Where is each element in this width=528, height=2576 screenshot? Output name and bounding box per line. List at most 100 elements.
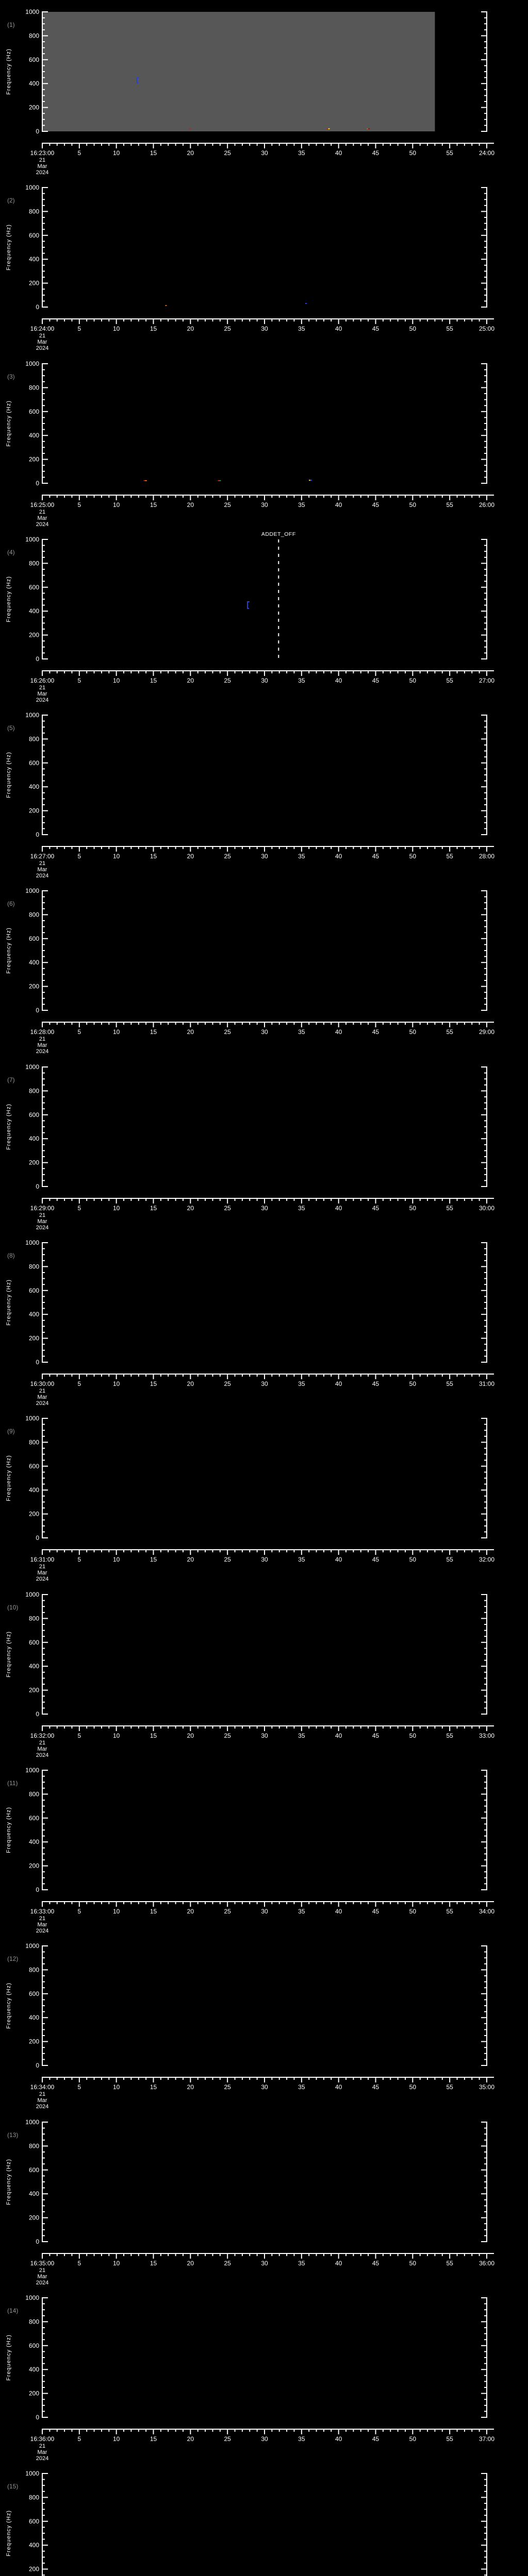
- date-label: 21: [39, 1916, 45, 1922]
- x-tick-label: 25: [224, 325, 231, 332]
- x-tick-label: 50: [409, 1732, 417, 1739]
- date-label: Mar: [38, 2097, 47, 2104]
- event-mark: [368, 128, 370, 129]
- date-label: 21: [39, 509, 45, 515]
- x-tick-label: 40: [335, 1028, 342, 1036]
- x-tick-label: 40: [335, 2435, 342, 2443]
- x-tick-label: 15: [150, 1205, 157, 1212]
- panel-number: (14): [7, 2307, 18, 2314]
- date-label: 2024: [36, 2280, 48, 2286]
- y-tick-label: 400: [29, 783, 39, 790]
- event-mark: [165, 304, 167, 306]
- x-tick-label: 10: [113, 2083, 120, 2091]
- frequency-axis-title: Frequency (Hz): [6, 48, 12, 95]
- x-tick-label: 40: [335, 2260, 342, 2267]
- frequency-axis-title: Frequency (Hz): [6, 400, 12, 447]
- x-tick-label: 30: [261, 1205, 268, 1212]
- spectrogram-panel: 0 200 400 600 800 1000 16:35:00 5 10 15 20 25 30 35 40…: [6, 2119, 494, 2286]
- end-time-label: 28:00: [479, 853, 494, 860]
- x-tick-label: 15: [150, 149, 157, 157]
- y-tick-label: 800: [29, 1615, 39, 1622]
- x-tick-label: 50: [409, 2260, 417, 2267]
- y-tick-label: 200: [29, 2566, 39, 2573]
- y-tick-label: 600: [29, 1287, 39, 1294]
- x-tick-label: 30: [261, 853, 268, 860]
- date-label: 21: [39, 2267, 45, 2274]
- y-tick-label: 800: [29, 208, 39, 215]
- x-tick-label: 35: [298, 1205, 305, 1212]
- x-tick-label: 10: [113, 149, 120, 157]
- date-label: Mar: [38, 1570, 47, 1576]
- x-tick-label: 50: [409, 1205, 417, 1212]
- x-tick-label: 40: [335, 1908, 342, 1915]
- frequency-axis-title: Frequency (Hz): [6, 1455, 12, 1501]
- y-tick-label: 600: [29, 2166, 39, 2174]
- x-tick-label: 55: [446, 2435, 453, 2443]
- date-label: Mar: [38, 1922, 47, 1928]
- y-tick-label: 600: [29, 56, 39, 63]
- y-tick-label: 800: [29, 911, 39, 918]
- y-tick-label: 1000: [25, 1767, 39, 1774]
- x-tick-label: 5: [77, 2435, 81, 2443]
- start-time-label: 16:29:00: [30, 1205, 55, 1212]
- x-tick-label: 45: [372, 501, 380, 509]
- y-tick-label: 800: [29, 32, 39, 39]
- y-tick-label: 0: [36, 303, 39, 311]
- date-label: 2024: [36, 1225, 48, 1231]
- x-tick-label: 40: [335, 853, 342, 860]
- date-label: 21: [39, 2443, 45, 2449]
- y-tick-label: 400: [29, 607, 39, 615]
- start-time-label: 16:26:00: [30, 677, 55, 684]
- x-tick-label: 10: [113, 1732, 120, 1739]
- x-tick-label: 40: [335, 325, 342, 332]
- x-tick-label: 10: [113, 501, 120, 509]
- spectrogram-panel: ADDET_OFF 0 200 400 600 800 1000 16:26:00 5 10 15 2…: [6, 531, 494, 703]
- x-tick-label: 10: [113, 1380, 120, 1387]
- x-tick-label: 20: [187, 325, 194, 332]
- x-tick-label: 20: [187, 1380, 194, 1387]
- x-tick-label: 5: [77, 1732, 81, 1739]
- x-tick-label: 20: [187, 2083, 194, 2091]
- frequency-axis-title: Frequency (Hz): [6, 576, 12, 622]
- y-tick-label: 200: [29, 2214, 39, 2222]
- panel-number: (12): [7, 1955, 18, 1962]
- spectrogram-panel: 0 200 400 600 800 1000 16:23:00 5 10 15 20 25 30 35 40…: [6, 8, 494, 176]
- event-mark: [145, 480, 147, 481]
- event-marker-label: ADDET_OFF: [261, 531, 296, 537]
- y-tick-label: 800: [29, 2142, 39, 2149]
- spectrogram-panel: 0 200 400 600 800 1000 16:36:00 5 10 15 20 25 30 35 40…: [6, 2294, 494, 2462]
- x-tick-label: 35: [298, 1380, 305, 1387]
- date-label: Mar: [38, 1746, 47, 1752]
- x-tick-label: 25: [224, 501, 231, 509]
- frequency-axis-title: Frequency (Hz): [6, 927, 12, 974]
- x-tick-label: 45: [372, 1556, 380, 1563]
- panel-number: (4): [7, 549, 15, 556]
- start-time-label: 16:27:00: [30, 853, 55, 860]
- y-tick-label: 400: [29, 256, 39, 263]
- spectrogram-panel: 0 200 400 600 800 1000 16:32:00 5 10 15 20 25 30 35 40…: [6, 1591, 494, 1758]
- x-tick-label: 10: [113, 853, 120, 860]
- start-time-label: 16:36:00: [30, 2435, 55, 2443]
- date-label: 21: [39, 2091, 45, 2097]
- x-tick-label: 25: [224, 677, 231, 684]
- x-tick-label: 20: [187, 1908, 194, 1915]
- x-tick-label: 35: [298, 1556, 305, 1563]
- x-tick-label: 50: [409, 2435, 417, 2443]
- end-time-label: 34:00: [479, 1908, 494, 1915]
- event-mark: [137, 82, 139, 83]
- date-label: 21: [39, 685, 45, 691]
- x-tick-label: 35: [298, 677, 305, 684]
- y-tick-label: 1000: [25, 887, 39, 894]
- y-tick-label: 800: [29, 1966, 39, 1973]
- y-tick-label: 400: [29, 1663, 39, 1670]
- x-tick-label: 45: [372, 1205, 380, 1212]
- x-tick-label: 10: [113, 1556, 120, 1563]
- x-tick-label: 15: [150, 501, 157, 509]
- y-tick-label: 800: [29, 1087, 39, 1094]
- y-tick-label: 0: [36, 128, 39, 135]
- y-tick-label: 0: [36, 1359, 39, 1366]
- panel-number: (8): [7, 1252, 15, 1259]
- data-coverage-region: [42, 12, 435, 131]
- x-tick-label: 5: [77, 1028, 81, 1036]
- x-tick-label: 15: [150, 325, 157, 332]
